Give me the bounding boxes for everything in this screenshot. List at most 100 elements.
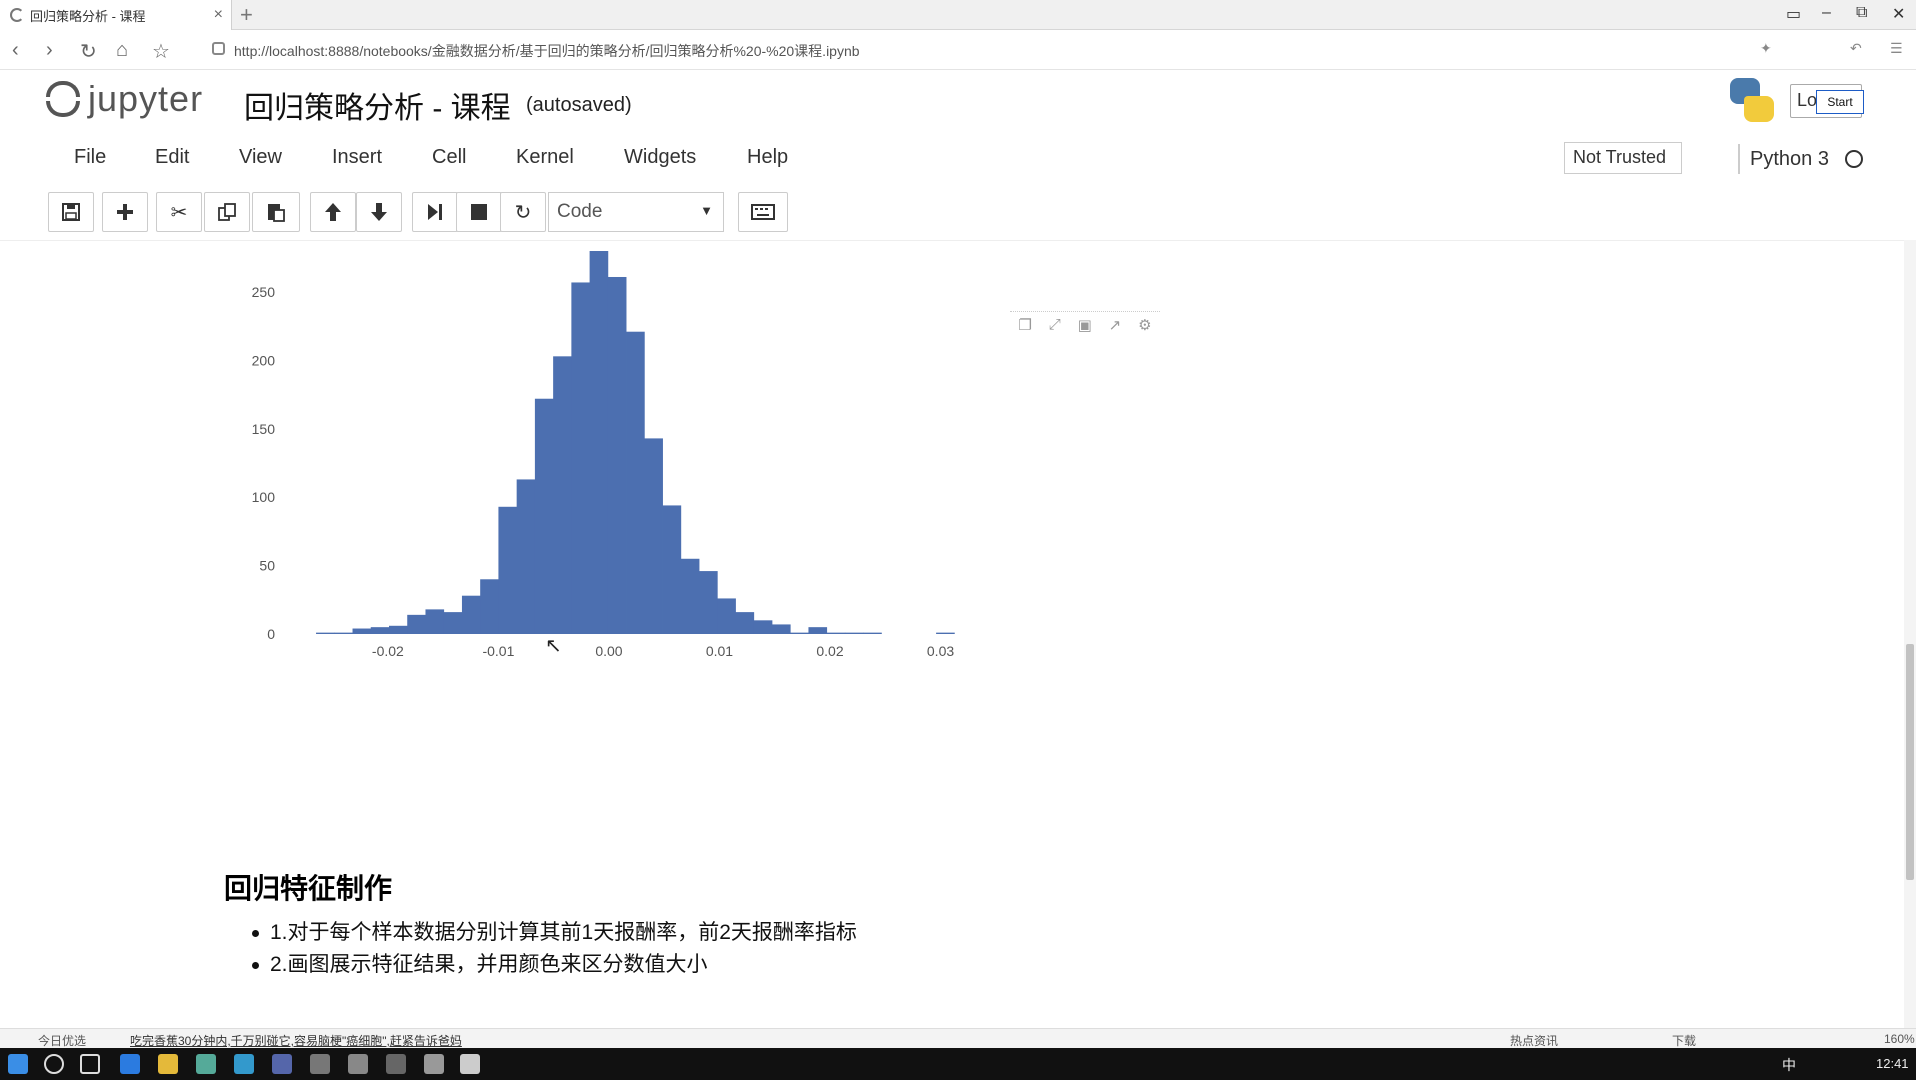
scrollbar-thumb[interactable] — [1906, 644, 1914, 880]
histogram-bar — [826, 632, 846, 634]
home-icon[interactable]: ⌂ — [116, 39, 129, 61]
new-tab-button[interactable]: + — [240, 2, 253, 27]
export-icon[interactable]: ↗ — [1108, 316, 1122, 334]
system-clock: 12:41 — [1876, 1056, 1909, 1071]
histogram-bar — [844, 632, 864, 634]
restart-button[interactable]: ↻ — [500, 192, 546, 232]
paste-icon — [268, 204, 285, 222]
daily-picks-link[interactable]: 今日优选 — [38, 1034, 87, 1048]
folder-icon[interactable] — [158, 1054, 178, 1074]
app-icon[interactable] — [386, 1054, 406, 1074]
save-button[interactable] — [48, 192, 94, 232]
windows-taskbar: 中 12:41 — [0, 1048, 1916, 1080]
y-tick-label: 50 — [259, 558, 275, 574]
menu-edit[interactable]: Edit — [155, 146, 190, 168]
jupyter-logo-text: jupyter — [88, 78, 204, 119]
search-icon[interactable] — [44, 1054, 64, 1074]
run-button[interactable] — [412, 192, 458, 232]
downloads-link[interactable]: 下载 — [1672, 1034, 1697, 1048]
back-icon[interactable]: ‹ — [12, 39, 19, 61]
close-tab-icon[interactable]: × — [213, 6, 223, 23]
url-path: :8888/notebooks/金融数据分析/基于回归的策略分析/回归策略分析%… — [324, 43, 860, 59]
histogram-bar — [480, 579, 499, 634]
notebook-title[interactable]: 回归策略分析 - 课程 — [244, 92, 511, 125]
save-plot-icon[interactable]: ▣ — [1077, 316, 1092, 334]
y-tick-label: 250 — [252, 284, 276, 300]
page-scrollbar[interactable] — [1904, 240, 1916, 1030]
kernel-separator — [1738, 144, 1740, 174]
restore-icon[interactable]: ⧉ — [1856, 4, 1868, 21]
command-palette-button[interactable] — [738, 192, 788, 232]
news-ticker-link[interactable]: 吃完香蕉30分钟内,千万别碰它,容易脑梗"癌细胞",赶紧告诉爸妈 — [130, 1034, 462, 1048]
star-icon[interactable]: ☆ — [152, 41, 170, 63]
x-tick-label: 0.02 — [816, 643, 843, 659]
insert-cell-button[interactable] — [102, 192, 148, 232]
menu-view[interactable]: View — [239, 146, 282, 168]
windows-start-icon[interactable] — [8, 1054, 28, 1074]
browser-app-icon[interactable] — [460, 1054, 480, 1074]
tab-title: 回归策略分析 - 课程 — [30, 8, 146, 24]
markdown-heading: 回归特征制作 — [224, 873, 393, 904]
forward-icon[interactable]: › — [46, 39, 53, 61]
menu-file[interactable]: File — [74, 146, 107, 168]
jupyter-logo[interactable]: jupyter — [46, 78, 203, 120]
x-tick-label: -0.01 — [482, 643, 514, 659]
browser-tab[interactable]: 回归策略分析 - 课程 × — [0, 0, 232, 30]
menu-kernel[interactable]: Kernel — [516, 146, 574, 168]
menu-help[interactable]: Help — [747, 146, 789, 168]
trust-indicator-button[interactable]: Not Trusted — [1564, 142, 1682, 174]
histogram-bar — [644, 438, 663, 634]
histogram-bar — [516, 479, 536, 634]
site-info-icon[interactable] — [212, 42, 225, 55]
undo-icon[interactable]: ↶ — [1850, 40, 1862, 56]
shirt-icon[interactable]: ▭ — [1786, 6, 1802, 23]
y-tick-label: 150 — [252, 421, 276, 437]
task-view-icon[interactable] — [80, 1054, 100, 1074]
share-icon[interactable]: ✦ — [1760, 40, 1772, 56]
menu-insert[interactable]: Insert — [332, 146, 383, 168]
app-icon[interactable] — [272, 1054, 292, 1074]
close-window-icon[interactable]: ✕ — [1892, 6, 1906, 23]
kernel-idle-icon — [1845, 150, 1863, 168]
hot-news-link[interactable]: 热点资讯 — [1510, 1034, 1559, 1048]
menu-icon[interactable]: ☰ — [1890, 40, 1903, 56]
cut-icon: ✂ — [170, 201, 188, 224]
move-down-button[interactable] — [356, 192, 402, 232]
app-icon[interactable] — [424, 1054, 444, 1074]
gear-icon[interactable]: ⚙ — [1138, 316, 1152, 334]
url-field[interactable]: http://localhost:8888/notebooks/金融数据分析/基… — [234, 41, 860, 61]
app-icon[interactable] — [120, 1054, 140, 1074]
x-tick-label: 0.03 — [927, 643, 954, 659]
menu-cell[interactable]: Cell — [432, 146, 467, 168]
run-icon — [428, 204, 442, 220]
copy-button[interactable] — [204, 192, 250, 232]
menu-widgets[interactable]: Widgets — [624, 146, 697, 168]
histogram-bar — [790, 632, 809, 634]
copy-plot-icon[interactable]: ❐ — [1018, 316, 1032, 334]
zoom-level[interactable]: 160% — [1884, 1032, 1915, 1046]
histogram-bar — [680, 558, 700, 634]
paste-button[interactable] — [252, 192, 300, 232]
return-histogram-chart: 0 50 100 150 200 250 -0.02 -0.01 0.00 0.01 0.02 0.0… — [252, 251, 955, 659]
histogram-bar — [771, 624, 791, 634]
ime-indicator[interactable]: 中 — [1782, 1057, 1796, 1073]
app-icon[interactable] — [196, 1054, 216, 1074]
app-icon[interactable] — [348, 1054, 368, 1074]
loading-icon — [10, 8, 24, 22]
kernel-name[interactable]: Python 3 — [1750, 148, 1829, 170]
interrupt-button[interactable] — [456, 192, 502, 232]
start-button[interactable]: Start — [1816, 90, 1864, 114]
browser-tab-strip: 回归策略分析 - 课程 × + ▭ – ⧉ ✕ — [0, 0, 1916, 30]
plot-toolbar: ❐ ⤢ ▣ ↗ ⚙ — [1010, 311, 1160, 337]
reload-icon[interactable]: ↻ — [80, 41, 97, 63]
mouse-cursor-icon: ↖ — [545, 635, 562, 657]
histogram-bar — [863, 632, 882, 634]
cell-type-select[interactable]: Code ▼ — [548, 192, 724, 232]
move-up-button[interactable] — [310, 192, 356, 232]
minimize-icon[interactable]: – — [1822, 4, 1831, 21]
expand-icon[interactable]: ⤢ — [1048, 316, 1061, 333]
app-icon[interactable] — [310, 1054, 330, 1074]
menubar: File Edit View Insert Cell Kernel Widget… — [0, 140, 1916, 176]
cut-button[interactable]: ✂ — [156, 192, 202, 232]
app-icon[interactable] — [234, 1054, 254, 1074]
